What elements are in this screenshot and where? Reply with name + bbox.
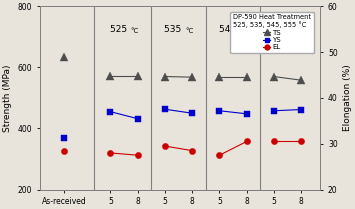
Text: °C: °C [294,28,302,34]
Text: 525: 525 [110,25,130,34]
Text: 535: 535 [164,25,185,34]
Text: °C: °C [131,28,139,34]
Text: 545: 545 [219,25,239,34]
Text: °C: °C [185,28,193,34]
Text: 555: 555 [273,25,294,34]
Y-axis label: Strength (MPa): Strength (MPa) [3,64,12,132]
Y-axis label: Elongation (%): Elongation (%) [343,65,352,131]
Legend: TS, YS, EL: TS, YS, EL [230,11,314,53]
Text: °C: °C [240,28,248,34]
